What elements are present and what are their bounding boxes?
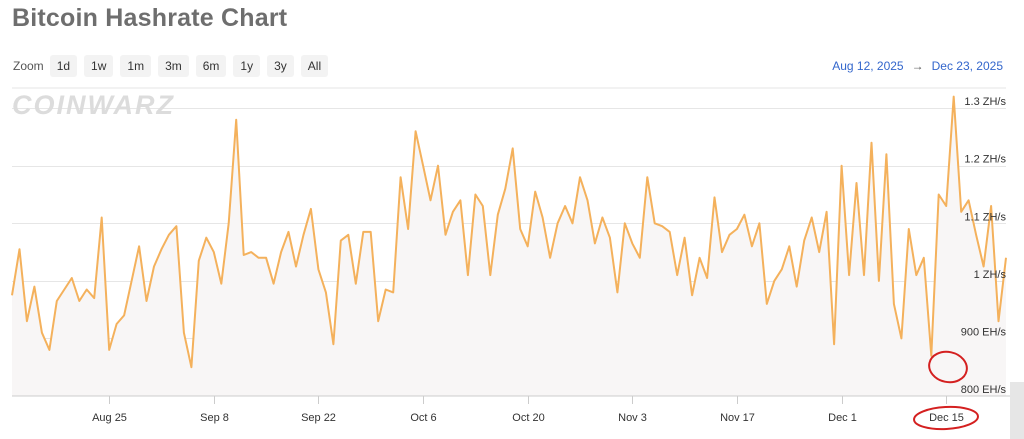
scrollbar[interactable] (1010, 382, 1024, 439)
y-tick-label: 800 EH/s (961, 384, 1007, 396)
x-tick-label: Oct 6 (410, 412, 436, 424)
x-tick-label: Dec 1 (828, 412, 857, 424)
hashrate-line[interactable] (11, 95, 1007, 369)
range-start-input[interactable]: Aug 12, 2025 (832, 59, 904, 73)
coinwarz-watermark-logo: COINWARZ (12, 90, 175, 120)
y-tick-label: 900 EH/s (961, 326, 1007, 338)
zoom-bar: Zoom 1d 1w 1m 3m 6m 1y 3y All (13, 55, 335, 77)
zoom-label: Zoom (13, 59, 44, 73)
x-tick-label: Oct 20 (512, 412, 544, 424)
series-layer (11, 95, 1007, 369)
y-axis: 800 EH/s 900 EH/s 1 ZH/s 1.1 ZH/s 1.2 ZH/s 1.… (961, 96, 1007, 396)
x-tick-label: Dec 15 (929, 412, 964, 424)
x-tick-label: Nov 3 (618, 412, 647, 424)
hashrate-area (12, 96, 1006, 396)
zoom-3y-button[interactable]: 3y (267, 55, 294, 77)
x-tick-label: Nov 17 (720, 412, 755, 424)
y-tick-label: 1 ZH/s (974, 269, 1007, 281)
range-arrow-icon: → (911, 59, 924, 73)
dec15-annotation-circle (913, 405, 979, 431)
date-range: Aug 12, 2025 → Dec 23, 2025 (832, 59, 1003, 73)
zoom-all-button[interactable]: All (300, 55, 329, 77)
x-tick-label: Sep 8 (200, 412, 229, 424)
zoom-3m-button[interactable]: 3m (158, 55, 189, 77)
page-title: Bitcoin Hashrate Chart (12, 4, 288, 32)
y-tick-label: 1.3 ZH/s (964, 96, 1006, 108)
y-tick-label: 1.2 ZH/s (964, 154, 1006, 166)
zoom-6m-button[interactable]: 6m (195, 55, 227, 77)
x-tick-label: Sep 22 (301, 412, 336, 424)
low-point-annotation-circle (928, 350, 968, 384)
zoom-1m-button[interactable]: 1m (120, 55, 152, 77)
zoom-1d-button[interactable]: 1d (49, 55, 78, 77)
zoom-1y-button[interactable]: 1y (233, 55, 261, 77)
x-tick-label: Aug 25 (92, 412, 127, 424)
x-axis: Aug 25 Sep 8 Sep 22 Oct 6 Oct 20 Nov 3 Nov 17 D… (92, 396, 964, 424)
range-end-input[interactable]: Dec 23, 2025 (931, 59, 1003, 73)
zoom-1w-button[interactable]: 1w (84, 55, 114, 77)
y-tick-label: 1.1 ZH/s (964, 211, 1006, 223)
